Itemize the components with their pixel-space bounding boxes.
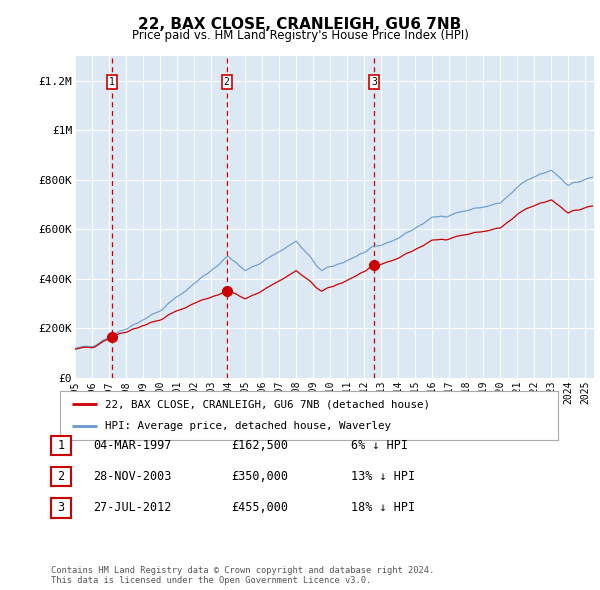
FancyBboxPatch shape [369, 75, 379, 88]
Text: £350,000: £350,000 [231, 470, 288, 483]
Text: 27-JUL-2012: 27-JUL-2012 [93, 502, 172, 514]
Text: 1: 1 [58, 439, 64, 452]
Text: Contains HM Land Registry data © Crown copyright and database right 2024.
This d: Contains HM Land Registry data © Crown c… [51, 566, 434, 585]
Text: 28-NOV-2003: 28-NOV-2003 [93, 470, 172, 483]
Text: 2: 2 [58, 470, 64, 483]
Text: 2: 2 [224, 77, 230, 87]
Text: 3: 3 [58, 502, 64, 514]
Text: 3: 3 [371, 77, 377, 87]
Text: 6% ↓ HPI: 6% ↓ HPI [351, 439, 408, 452]
Text: 1: 1 [109, 77, 115, 87]
FancyBboxPatch shape [221, 75, 232, 88]
FancyBboxPatch shape [107, 75, 117, 88]
Text: 13% ↓ HPI: 13% ↓ HPI [351, 470, 415, 483]
Text: 22, BAX CLOSE, CRANLEIGH, GU6 7NB (detached house): 22, BAX CLOSE, CRANLEIGH, GU6 7NB (detac… [105, 399, 430, 409]
Text: 22, BAX CLOSE, CRANLEIGH, GU6 7NB: 22, BAX CLOSE, CRANLEIGH, GU6 7NB [139, 17, 461, 31]
Text: 18% ↓ HPI: 18% ↓ HPI [351, 502, 415, 514]
Text: Price paid vs. HM Land Registry's House Price Index (HPI): Price paid vs. HM Land Registry's House … [131, 30, 469, 42]
Text: £455,000: £455,000 [231, 502, 288, 514]
Text: HPI: Average price, detached house, Waverley: HPI: Average price, detached house, Wave… [105, 421, 391, 431]
Text: 04-MAR-1997: 04-MAR-1997 [93, 439, 172, 452]
Text: £162,500: £162,500 [231, 439, 288, 452]
